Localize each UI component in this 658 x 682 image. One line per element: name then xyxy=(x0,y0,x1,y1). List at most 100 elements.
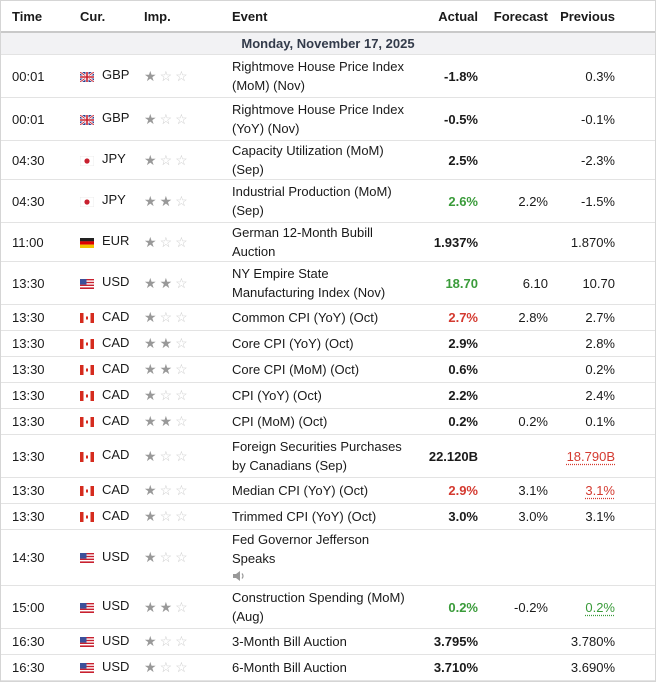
event-cell[interactable]: Foreign Securities Purchases by Canadian… xyxy=(232,435,414,478)
event-cell[interactable]: German 12-Month Bubill Auction xyxy=(232,223,414,262)
table-row[interactable]: 16:30 USD ★☆☆ 6-Month Bill Auction 3.710% 3.6… xyxy=(1,655,655,681)
event-name[interactable]: NY Empire State Manufacturing Index (Nov… xyxy=(232,264,408,302)
star-empty-icon: ☆ xyxy=(160,234,176,250)
previous-cell: 18.790B xyxy=(548,435,655,478)
importance-stars: ★★☆ xyxy=(144,409,232,435)
event-time: 13:30 xyxy=(1,478,80,504)
event-name[interactable]: Rightmove House Price Index (MoM) (Nov) xyxy=(232,57,408,95)
currency-cell: EUR xyxy=(80,223,144,262)
event-name[interactable]: Common CPI (YoY) (Oct) xyxy=(232,308,408,327)
event-name[interactable]: Fed Governor Jefferson Speaks xyxy=(232,530,408,568)
importance-stars: ★☆☆ xyxy=(144,530,232,586)
table-row[interactable]: 13:30 CAD ★★☆ Core CPI (MoM) (Oct) 0.6% 0.2% xyxy=(1,357,655,383)
header-actual[interactable]: Actual xyxy=(414,1,482,32)
table-row[interactable]: 16:30 USD ★☆☆ 3-Month Bill Auction 3.795% 3.7… xyxy=(1,629,655,655)
event-name[interactable]: German 12-Month Bubill Auction xyxy=(232,223,408,261)
speech-icon[interactable] xyxy=(232,570,408,585)
uk-flag-icon xyxy=(80,113,94,123)
event-cell[interactable]: Median CPI (YoY) (Oct) xyxy=(232,478,414,504)
event-name[interactable]: 3-Month Bill Auction xyxy=(232,632,408,651)
importance-stars: ★☆☆ xyxy=(144,383,232,409)
stars: ★☆☆ xyxy=(144,448,191,464)
forecast-value: 2.8% xyxy=(482,305,548,331)
event-name[interactable]: Capacity Utilization (MoM) (Sep) xyxy=(232,141,408,179)
event-cell[interactable]: Trimmed CPI (YoY) (Oct) xyxy=(232,504,414,530)
table-row[interactable]: 14:30 USD ★☆☆ Fed Governor Jefferson Speaks xyxy=(1,530,655,586)
event-cell[interactable]: NY Empire State Manufacturing Index (Nov… xyxy=(232,262,414,305)
event-cell[interactable]: Core CPI (YoY) (Oct) xyxy=(232,331,414,357)
importance-stars: ★☆☆ xyxy=(144,141,232,180)
previous-value: 1.870% xyxy=(571,235,615,250)
star-filled-icon: ★ xyxy=(144,413,160,429)
canada-flag-icon xyxy=(80,450,94,460)
event-name[interactable]: Industrial Production (MoM) (Sep) xyxy=(232,182,408,220)
event-cell[interactable]: 6-Month Bill Auction xyxy=(232,655,414,681)
currency: USD xyxy=(80,549,129,564)
table-row[interactable]: 13:30 CAD ★☆☆ CPI (YoY) (Oct) 2.2% 2.4% xyxy=(1,383,655,409)
event-time: 13:30 xyxy=(1,357,80,383)
table-row[interactable]: 04:30 JPY ★☆☆ Capacity Utilization (MoM) (S… xyxy=(1,141,655,180)
table-row[interactable]: 11:00 EUR ★☆☆ German 12-Month Bubill Auctio… xyxy=(1,223,655,262)
event-cell[interactable]: Industrial Production (MoM) (Sep) xyxy=(232,180,414,223)
header-previous[interactable]: Previous xyxy=(548,1,655,32)
event-name[interactable]: Core CPI (YoY) (Oct) xyxy=(232,334,408,353)
previous-value[interactable]: 3.1% xyxy=(585,483,615,498)
event-name[interactable]: Median CPI (YoY) (Oct) xyxy=(232,481,408,500)
event-name[interactable]: Foreign Securities Purchases by Canadian… xyxy=(232,437,408,475)
actual-value: 2.6% xyxy=(414,180,482,223)
actual-value: 2.7% xyxy=(414,305,482,331)
table-row[interactable]: 04:30 JPY ★★☆ Industrial Production (MoM) (… xyxy=(1,180,655,223)
event-cell[interactable]: CPI (YoY) (Oct) xyxy=(232,383,414,409)
event-cell[interactable]: Rightmove House Price Index (MoM) (Nov) xyxy=(232,55,414,98)
event-name[interactable]: Construction Spending (MoM) (Aug) xyxy=(232,588,408,626)
event-name[interactable]: Rightmove House Price Index (YoY) (Nov) xyxy=(232,100,408,138)
event-cell[interactable]: Common CPI (YoY) (Oct) xyxy=(232,305,414,331)
japan-flag-icon xyxy=(80,154,94,164)
table-row[interactable]: 13:30 USD ★★☆ NY Empire State Manufacturing… xyxy=(1,262,655,305)
event-cell[interactable]: Capacity Utilization (MoM) (Sep) xyxy=(232,141,414,180)
stars: ★☆☆ xyxy=(144,111,191,127)
currency-cell: USD xyxy=(80,655,144,681)
previous-value[interactable]: 0.2% xyxy=(585,600,615,615)
star-empty-icon: ☆ xyxy=(160,387,176,403)
header-event[interactable]: Event xyxy=(232,1,414,32)
germany-flag-icon xyxy=(80,236,94,246)
event-cell[interactable]: Fed Governor Jefferson Speaks xyxy=(232,530,414,586)
event-cell[interactable]: 3-Month Bill Auction xyxy=(232,629,414,655)
header-currency[interactable]: Cur. xyxy=(80,1,144,32)
star-filled-icon: ★ xyxy=(144,448,160,464)
importance-stars: ★☆☆ xyxy=(144,629,232,655)
header-importance[interactable]: Imp. xyxy=(144,1,232,32)
stars: ★☆☆ xyxy=(144,68,191,84)
stars: ★★☆ xyxy=(144,193,191,209)
star-empty-icon: ☆ xyxy=(175,335,191,351)
event-time: 13:30 xyxy=(1,262,80,305)
event-cell[interactable]: Construction Spending (MoM) (Aug) xyxy=(232,586,414,629)
table-row[interactable]: 13:30 CAD ★★☆ Core CPI (YoY) (Oct) 2.9% 2.8% xyxy=(1,331,655,357)
table-row[interactable]: 13:30 CAD ★☆☆ Trimmed CPI (YoY) (Oct) 3.0% 3.… xyxy=(1,504,655,530)
previous-value[interactable]: 18.790B xyxy=(567,449,615,464)
importance-stars: ★☆☆ xyxy=(144,478,232,504)
event-cell[interactable]: CPI (MoM) (Oct) xyxy=(232,409,414,435)
stars: ★☆☆ xyxy=(144,659,191,675)
table-row[interactable]: 13:30 CAD ★☆☆ Common CPI (YoY) (Oct) 2.7% 2.8… xyxy=(1,305,655,331)
table-row[interactable]: 13:30 CAD ★☆☆ Foreign Securities Purchases … xyxy=(1,435,655,478)
event-name[interactable]: Core CPI (MoM) (Oct) xyxy=(232,360,408,379)
event-name[interactable]: CPI (MoM) (Oct) xyxy=(232,412,408,431)
previous-cell: 3.1% xyxy=(548,478,655,504)
table-row[interactable]: 00:01 GBP ★☆☆ Rightmove House Price Index (… xyxy=(1,98,655,141)
header-forecast[interactable]: Forecast xyxy=(482,1,548,32)
event-name[interactable]: CPI (YoY) (Oct) xyxy=(232,386,408,405)
canada-flag-icon xyxy=(80,363,94,373)
event-cell[interactable]: Core CPI (MoM) (Oct) xyxy=(232,357,414,383)
event-name[interactable]: 6-Month Bill Auction xyxy=(232,658,408,677)
event-name[interactable]: Trimmed CPI (YoY) (Oct) xyxy=(232,507,408,526)
currency-cell: CAD xyxy=(80,383,144,409)
table-row[interactable]: 00:01 GBP ★☆☆ Rightmove House Price Index (… xyxy=(1,55,655,98)
table-row[interactable]: 15:00 USD ★★☆ Construction Spending (MoM) (… xyxy=(1,586,655,629)
table-row[interactable]: 13:30 CAD ★☆☆ Median CPI (YoY) (Oct) 2.9% 3.1… xyxy=(1,478,655,504)
header-time[interactable]: Time xyxy=(1,1,80,32)
table-row[interactable]: 13:30 CAD ★★☆ CPI (MoM) (Oct) 0.2% 0.2% 0.1% xyxy=(1,409,655,435)
event-cell[interactable]: Rightmove House Price Index (YoY) (Nov) xyxy=(232,98,414,141)
previous-cell: 2.7% xyxy=(548,305,655,331)
